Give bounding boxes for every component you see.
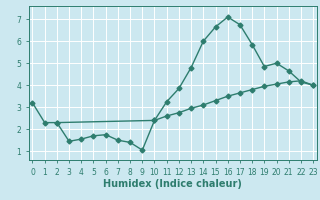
X-axis label: Humidex (Indice chaleur): Humidex (Indice chaleur) — [103, 179, 242, 189]
